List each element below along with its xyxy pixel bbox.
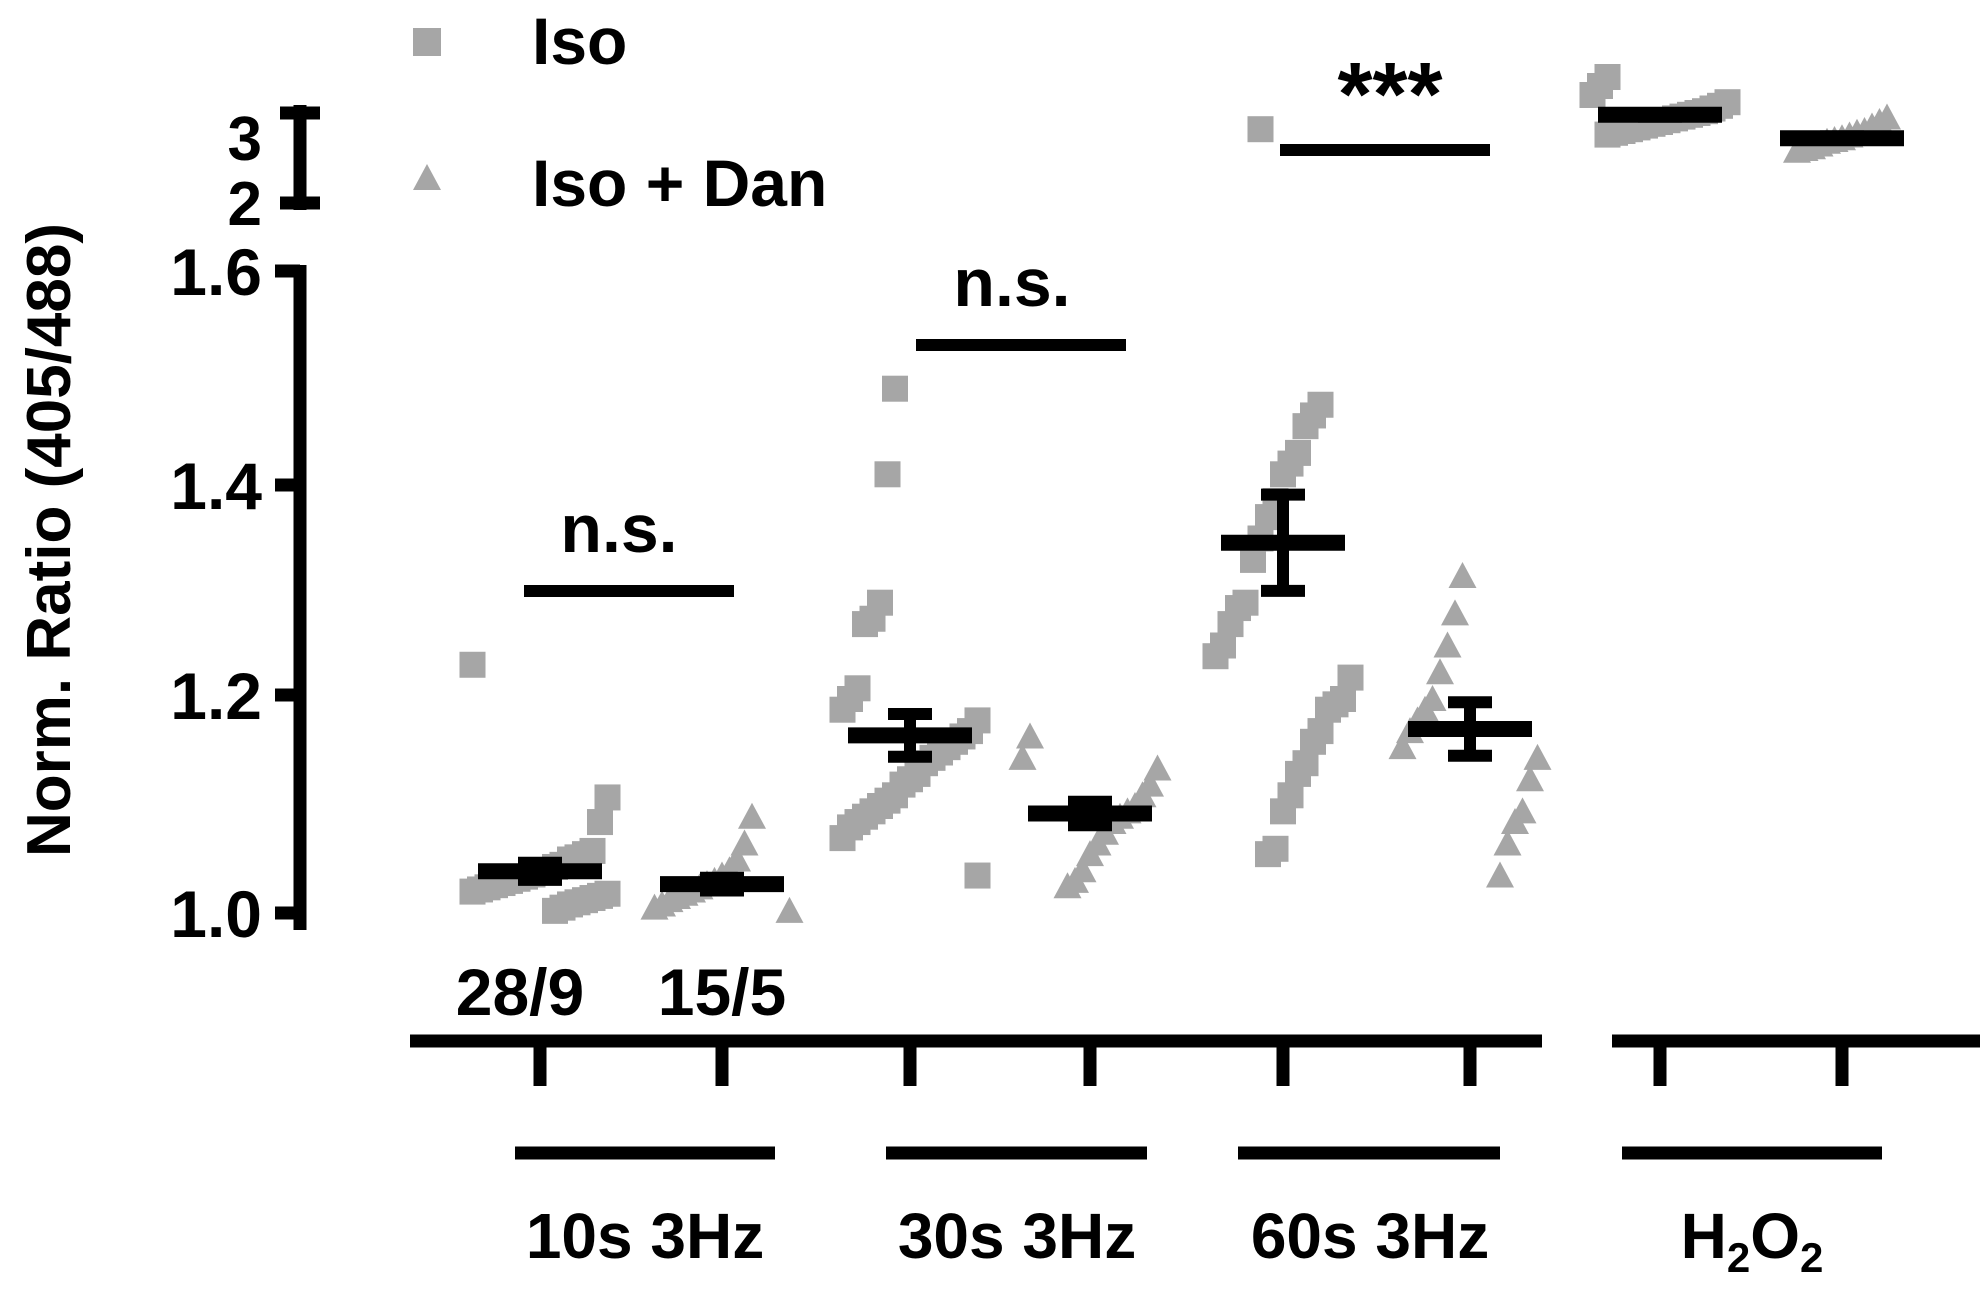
data-point-square: [964, 862, 991, 889]
y-axis-label: Norm. Ratio (405/488): [15, 223, 84, 857]
data-point-triangle: [1433, 631, 1462, 658]
data-point-square: [1247, 116, 1274, 143]
group-label: 60s 3Hz: [1251, 1200, 1489, 1272]
h2o2-sub: 2: [1800, 1234, 1823, 1281]
count-label: 15/5: [658, 955, 786, 1029]
mean-sem-bars: [478, 106, 1904, 897]
y-tick-label: 3: [228, 105, 262, 174]
group-label: 30s 3Hz: [898, 1200, 1136, 1272]
data-point-triangle: [738, 802, 766, 829]
y-axis-upper: 2 3: [228, 105, 320, 239]
data-point-triangle: [1493, 829, 1522, 856]
data-point-triangle: [1053, 872, 1082, 899]
x-ticks: [533, 1041, 1849, 1086]
h2o2-sub: 2: [1727, 1234, 1750, 1281]
data-point-triangle: [1486, 861, 1514, 888]
y-axis-lower: 1.0 1.2 1.4 1.6: [170, 235, 307, 951]
data-point-square: [594, 784, 621, 811]
y-tick-label: 1.2: [170, 659, 262, 733]
data-point-square: [829, 825, 856, 852]
data-point-triangle: [1441, 599, 1469, 626]
significance-label: ***: [1337, 45, 1442, 145]
data-point-triangle: [1016, 722, 1044, 749]
group-label: 10s 3Hz: [526, 1200, 764, 1272]
x-axis: [410, 1034, 1980, 1086]
data-point-square: [587, 809, 613, 836]
data-point-square: [1202, 643, 1229, 670]
data-point-square: [542, 897, 568, 924]
data-point-square: [1579, 82, 1606, 108]
y-tick-label: 1.4: [170, 449, 262, 523]
legend: Iso Iso + Dan: [413, 4, 827, 220]
data-points: [459, 64, 1901, 924]
data-point-triangle: [1388, 733, 1417, 760]
y-tick-label: 1.6: [170, 235, 262, 309]
significance-label: n.s.: [560, 491, 677, 567]
data-point-triangle: [1501, 808, 1529, 835]
data-point-triangle: [775, 896, 804, 923]
significance-label: n.s.: [953, 245, 1070, 321]
data-point-triangle: [1008, 743, 1037, 770]
data-point-square: [874, 461, 901, 488]
legend-marker-square: [413, 28, 441, 56]
data-point-triangle: [1783, 136, 1811, 163]
group-label-h2o2: H2O2: [1681, 1200, 1824, 1281]
data-point-square: [1292, 413, 1319, 440]
data-point-square: [1270, 461, 1296, 488]
data-point-triangle: [1448, 561, 1477, 588]
data-point-triangle: [1426, 658, 1454, 685]
data-point-square: [852, 611, 878, 638]
legend-label: Iso: [532, 4, 627, 78]
data-point-square: [459, 651, 486, 678]
count-label: 28/9: [456, 955, 584, 1029]
data-point-square: [882, 375, 908, 402]
data-point-square: [459, 878, 486, 905]
data-point-square: [1594, 121, 1621, 148]
data-point-triangle: [640, 893, 669, 920]
h2o2-part: O: [1750, 1200, 1800, 1272]
data-point-square: [1240, 546, 1266, 573]
legend-label: Iso + Dan: [532, 146, 827, 220]
data-point-triangle: [1523, 743, 1552, 770]
data-point-square: [829, 696, 856, 723]
h2o2-part: H: [1681, 1200, 1727, 1272]
y-tick-label: 1.0: [170, 877, 262, 951]
data-point-triangle: [1516, 765, 1544, 792]
data-point-square: [1255, 841, 1281, 868]
data-point-square: [1270, 798, 1296, 825]
legend-marker-triangle: [413, 164, 441, 190]
y-tick-label: 2: [228, 170, 262, 239]
